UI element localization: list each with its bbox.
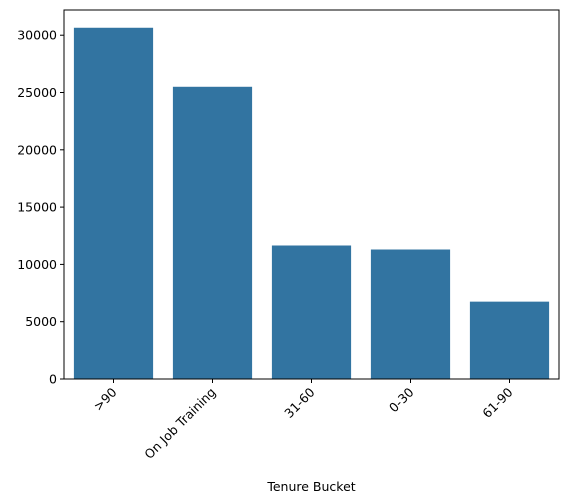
bar-2 [271,245,352,379]
y-tick-label-5: 25000 [17,85,57,100]
bar-0 [73,27,154,380]
bar-3 [370,249,451,379]
x-tick-label-2: 31-60 [281,384,317,420]
bar-1 [172,86,253,379]
x-tick-label-1: On Job Training [141,385,218,462]
plot-frame [63,9,560,380]
bar-4 [469,301,550,379]
x-tick-label-4: 61-90 [479,384,515,420]
x-axis-ticks: >90 On Job Training 31-60 0-30 61-90 [90,379,516,462]
y-tick-label-4: 20000 [17,142,57,157]
y-axis-ticks: 0 5000 10000 15000 20000 25000 30000 [17,28,64,387]
x-tick-label-3: 0-30 [386,384,417,415]
y-tick-label-2: 10000 [17,257,57,272]
y-tick-label-0: 0 [49,372,57,387]
y-tick-label-6: 30000 [17,28,57,43]
x-axis-label: Tenure Bucket [266,479,355,494]
y-tick-label-3: 15000 [17,200,57,215]
bars-group [73,27,550,380]
x-tick-label-0: >90 [90,384,119,413]
y-tick-label-1: 5000 [25,314,57,329]
